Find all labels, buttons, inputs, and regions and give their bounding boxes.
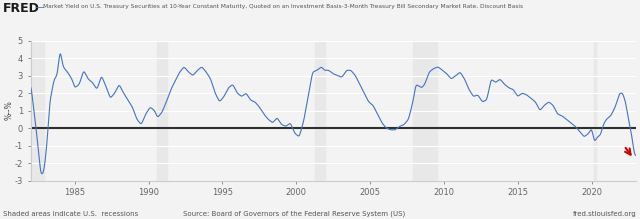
Bar <box>594 41 596 181</box>
Text: fred.stlouisfed.org: fred.stlouisfed.org <box>573 211 637 217</box>
Text: FRED: FRED <box>3 2 40 15</box>
Bar <box>315 41 324 181</box>
Text: Market Yield on U.S. Treasury Securities at 10-Year Constant Maturity, Quoted on: Market Yield on U.S. Treasury Securities… <box>43 4 523 9</box>
Bar <box>23 41 44 181</box>
Text: Shaded areas indicate U.S.  recessions: Shaded areas indicate U.S. recessions <box>3 211 138 217</box>
Text: Source: Board of Governors of the Federal Reserve System (US): Source: Board of Governors of the Federa… <box>183 210 406 217</box>
Text: —: — <box>35 2 44 12</box>
Y-axis label: %--%: %--% <box>4 101 13 120</box>
Bar <box>413 41 436 181</box>
Bar <box>157 41 167 181</box>
